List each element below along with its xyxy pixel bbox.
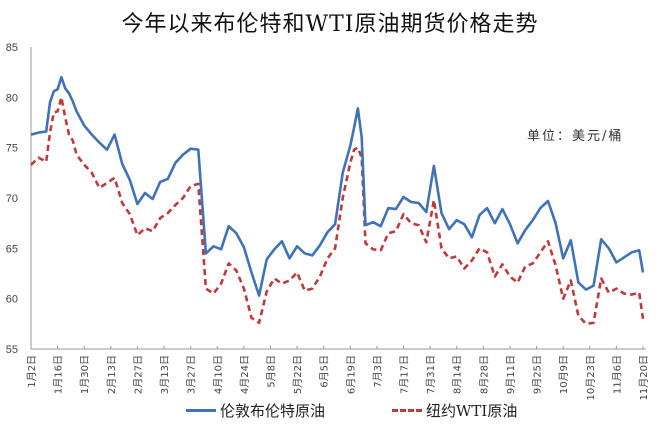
y-tick-label: 55: [6, 344, 18, 356]
series-lines: [30, 75, 645, 326]
y-tick-label: 80: [6, 92, 18, 104]
y-tick-label: 65: [6, 243, 18, 255]
x-tick-label: 10月23日: [585, 355, 597, 400]
dashed-line-icon: [392, 409, 422, 412]
x-tick-label: 1月2日: [26, 355, 38, 388]
x-tick-label: 7月3日: [372, 355, 384, 388]
x-tick-label: 1月30日: [79, 355, 91, 394]
chart-title: 今年以来布伦特和WTI原油期货价格走势: [121, 12, 539, 37]
brent-line: [30, 75, 645, 297]
x-tick-label: 4月24日: [239, 355, 251, 394]
legend-item-brent: 伦敦布伦特原油: [186, 400, 325, 421]
axes: 55 60 65 70 75 80 85 1月2日 1月16日 1月30日 2月13日 2月27日 3月…: [6, 42, 650, 400]
x-tick-label: 11月20日: [638, 355, 650, 400]
x-tick-label: 5月22日: [292, 355, 304, 394]
y-tick-label: 85: [6, 42, 18, 54]
x-tick-label: 4月10日: [212, 355, 224, 394]
x-tick-label: 2月13日: [106, 355, 118, 394]
x-tick-label: 8月28日: [478, 355, 490, 394]
wti-line: [30, 96, 645, 326]
x-tick-label: 9月25日: [532, 355, 544, 394]
x-tick-label: 3月27日: [186, 355, 198, 394]
x-tick-label: 3月13日: [159, 355, 171, 394]
x-tick-label: 5月8日: [265, 355, 277, 388]
y-tick-label: 60: [6, 294, 18, 306]
legend: 伦敦布伦特原油 纽约WTI原油: [0, 400, 660, 424]
x-tick-label: 11月6日: [611, 355, 623, 394]
y-tick-label: 75: [6, 143, 18, 155]
x-tick-label: 7月17日: [399, 355, 411, 394]
solid-line-icon: [186, 409, 216, 412]
unit-label: 单位：美元/桶: [527, 129, 624, 144]
legend-label-wti: 纽约WTI原油: [426, 402, 518, 420]
x-tick-label: 6月5日: [319, 355, 331, 388]
x-tick-label: 2月27日: [132, 355, 144, 394]
x-tick-label: 7月31日: [425, 355, 437, 394]
y-tick-label: 70: [6, 193, 18, 205]
x-tick-label: 6月19日: [345, 355, 357, 394]
x-tick-label: 8月14日: [452, 355, 464, 394]
x-tick-label: 10月9日: [558, 355, 570, 394]
legend-item-wti: 纽约WTI原油: [392, 400, 517, 421]
x-tick-label: 1月16日: [53, 355, 65, 394]
x-tick-label: 9月11日: [505, 355, 517, 394]
legend-label-brent: 伦敦布伦特原油: [220, 402, 326, 420]
